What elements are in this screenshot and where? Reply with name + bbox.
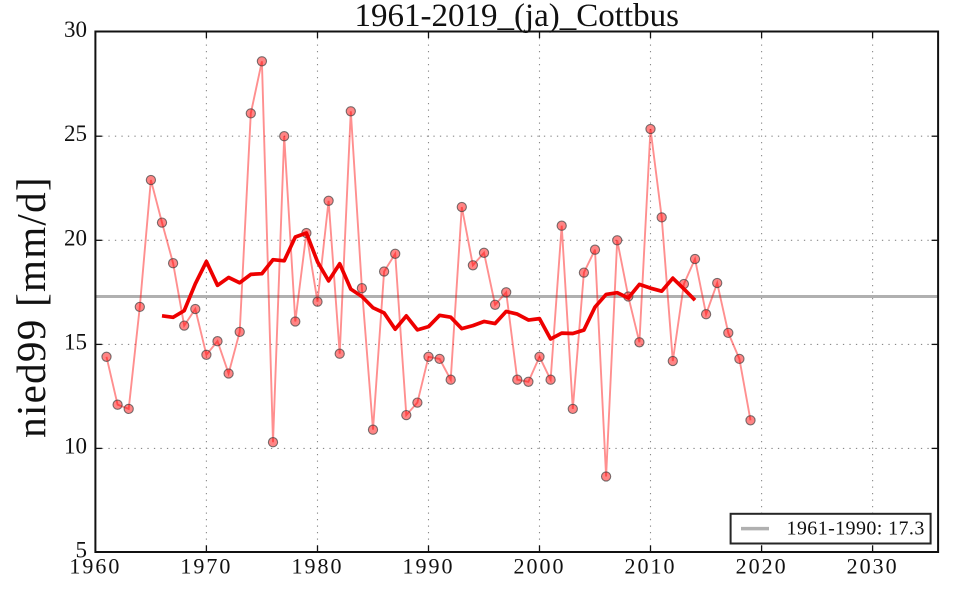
svg-text:10: 10	[64, 433, 87, 458]
svg-text:1961-2019_(ja)_Cottbus: 1961-2019_(ja)_Cottbus	[354, 0, 678, 34]
svg-text:1980: 1980	[292, 554, 344, 579]
svg-text:1961-1990: 17.3: 1961-1990: 17.3	[787, 517, 925, 539]
svg-text:5: 5	[76, 538, 88, 563]
svg-text:2010: 2010	[625, 554, 677, 579]
svg-text:30: 30	[64, 17, 87, 42]
svg-text:20: 20	[64, 225, 87, 250]
svg-text:2000: 2000	[514, 554, 566, 579]
svg-text:1990: 1990	[403, 554, 455, 579]
svg-text:nied99 [mm/d]: nied99 [mm/d]	[8, 176, 54, 438]
svg-text:1960: 1960	[69, 554, 121, 579]
svg-text:15: 15	[64, 329, 87, 354]
svg-text:25: 25	[64, 121, 87, 146]
svg-text:1970: 1970	[180, 554, 232, 579]
svg-text:2020: 2020	[736, 554, 788, 579]
svg-text:2030: 2030	[847, 554, 899, 579]
